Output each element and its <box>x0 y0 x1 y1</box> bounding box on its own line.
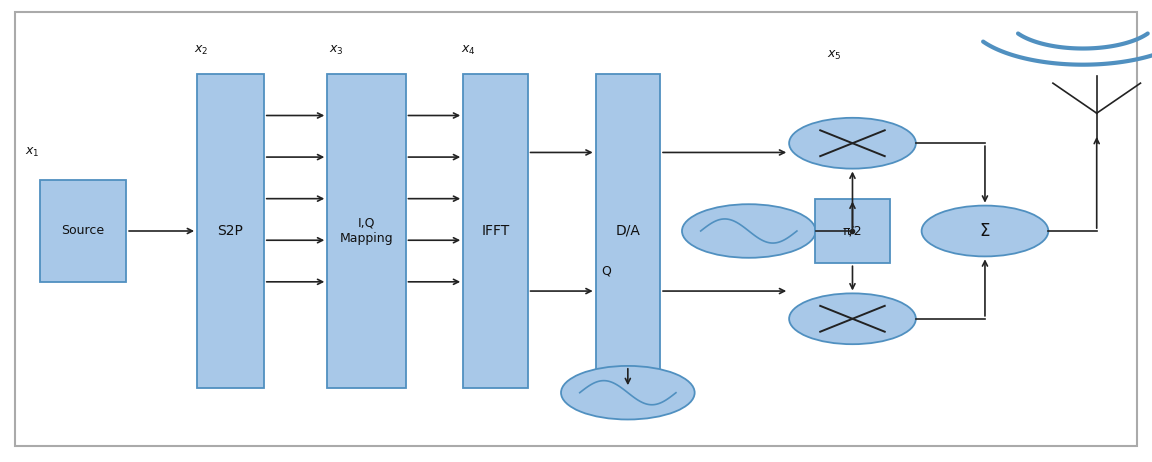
Text: Source: Source <box>61 225 105 237</box>
Text: $x_3$: $x_3$ <box>329 44 344 57</box>
FancyBboxPatch shape <box>15 12 1137 446</box>
FancyBboxPatch shape <box>814 199 889 263</box>
Text: Σ: Σ <box>979 222 991 240</box>
Circle shape <box>561 366 695 419</box>
Circle shape <box>789 293 916 344</box>
Text: $x_2$: $x_2$ <box>194 44 207 57</box>
Circle shape <box>682 204 816 258</box>
FancyBboxPatch shape <box>596 74 660 388</box>
Text: π/2: π/2 <box>842 225 863 237</box>
FancyBboxPatch shape <box>463 74 528 388</box>
Text: $x_4$: $x_4$ <box>461 44 476 57</box>
Text: $x_5$: $x_5$ <box>827 49 842 62</box>
FancyBboxPatch shape <box>197 74 264 388</box>
Text: D/A: D/A <box>615 224 641 238</box>
Text: $x_1$: $x_1$ <box>25 146 40 159</box>
Circle shape <box>789 118 916 169</box>
Circle shape <box>922 206 1048 256</box>
Text: S2P: S2P <box>218 224 243 238</box>
Text: Q: Q <box>601 265 612 278</box>
Text: I,Q
Mapping: I,Q Mapping <box>340 217 393 245</box>
FancyBboxPatch shape <box>39 180 126 282</box>
Text: IFFT: IFFT <box>482 224 509 238</box>
FancyBboxPatch shape <box>327 74 406 388</box>
